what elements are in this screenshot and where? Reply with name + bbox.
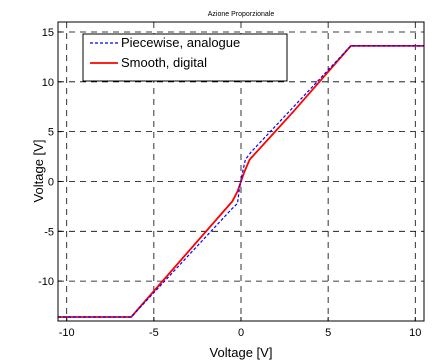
y-tick-label: 0 <box>48 176 54 188</box>
chart-title: Azione Proporzionale <box>208 11 275 18</box>
ticks: -10 -5 0 5 10 15 10 5 0 -5 -10 <box>38 27 421 339</box>
y-tick-label: 15 <box>42 27 54 39</box>
series-line-0 <box>58 45 424 318</box>
x-tick-label: -10 <box>59 327 75 339</box>
legend-label-1: Smooth, digital <box>121 55 207 70</box>
x-axis-label: Voltage [V] <box>210 345 273 360</box>
y-tick-label: -5 <box>44 226 54 238</box>
x-tick-label: 5 <box>325 327 331 339</box>
legend: Piecewise, analogue Smooth, digital <box>82 33 288 82</box>
series-layer <box>58 45 424 318</box>
y-tick-label: 5 <box>48 127 54 139</box>
x-tick-label: 0 <box>238 327 244 339</box>
legend-box <box>82 33 288 82</box>
legend-label-0: Piecewise, analogue <box>121 35 240 50</box>
x-tick-label: 10 <box>409 327 421 339</box>
x-tick-label: -5 <box>149 327 159 339</box>
y-tick-label: -10 <box>38 276 54 288</box>
y-tick-label: 10 <box>42 77 54 89</box>
y-axis-label: Voltage [V] <box>31 140 46 203</box>
